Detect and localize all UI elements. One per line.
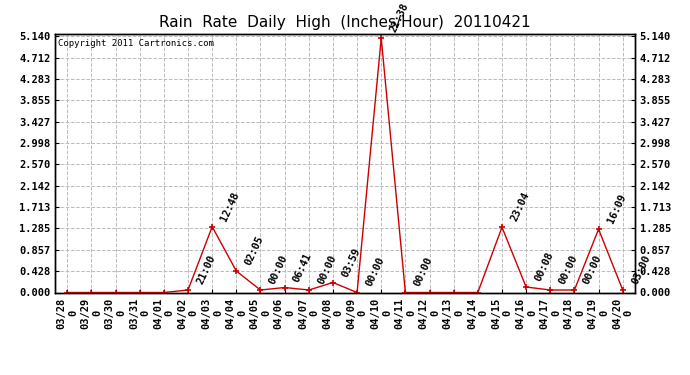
Text: Copyright 2011 Cartronics.com: Copyright 2011 Cartronics.com: [58, 39, 214, 48]
Text: 00:00: 00:00: [413, 256, 435, 288]
Text: 23:04: 23:04: [509, 190, 531, 223]
Text: 00:08: 00:08: [533, 250, 555, 283]
Text: 00:00: 00:00: [558, 253, 580, 286]
Text: 12:48: 12:48: [219, 190, 242, 222]
Text: 00:00: 00:00: [582, 253, 604, 286]
Text: 03:59: 03:59: [340, 246, 362, 278]
Title: Rain  Rate  Daily  High  (Inches/Hour)  20110421: Rain Rate Daily High (Inches/Hour) 20110…: [159, 15, 531, 30]
Text: 06:41: 06:41: [292, 251, 314, 284]
Text: 03:00: 03:00: [630, 253, 652, 286]
Text: 21:00: 21:00: [195, 253, 217, 286]
Text: 00:00: 00:00: [268, 253, 290, 286]
Text: 00:00: 00:00: [316, 253, 338, 286]
Text: 00:00: 00:00: [364, 256, 386, 288]
Text: 02:05: 02:05: [244, 234, 266, 267]
Text: 22:38: 22:38: [388, 2, 411, 34]
Text: 16:09: 16:09: [606, 192, 628, 225]
